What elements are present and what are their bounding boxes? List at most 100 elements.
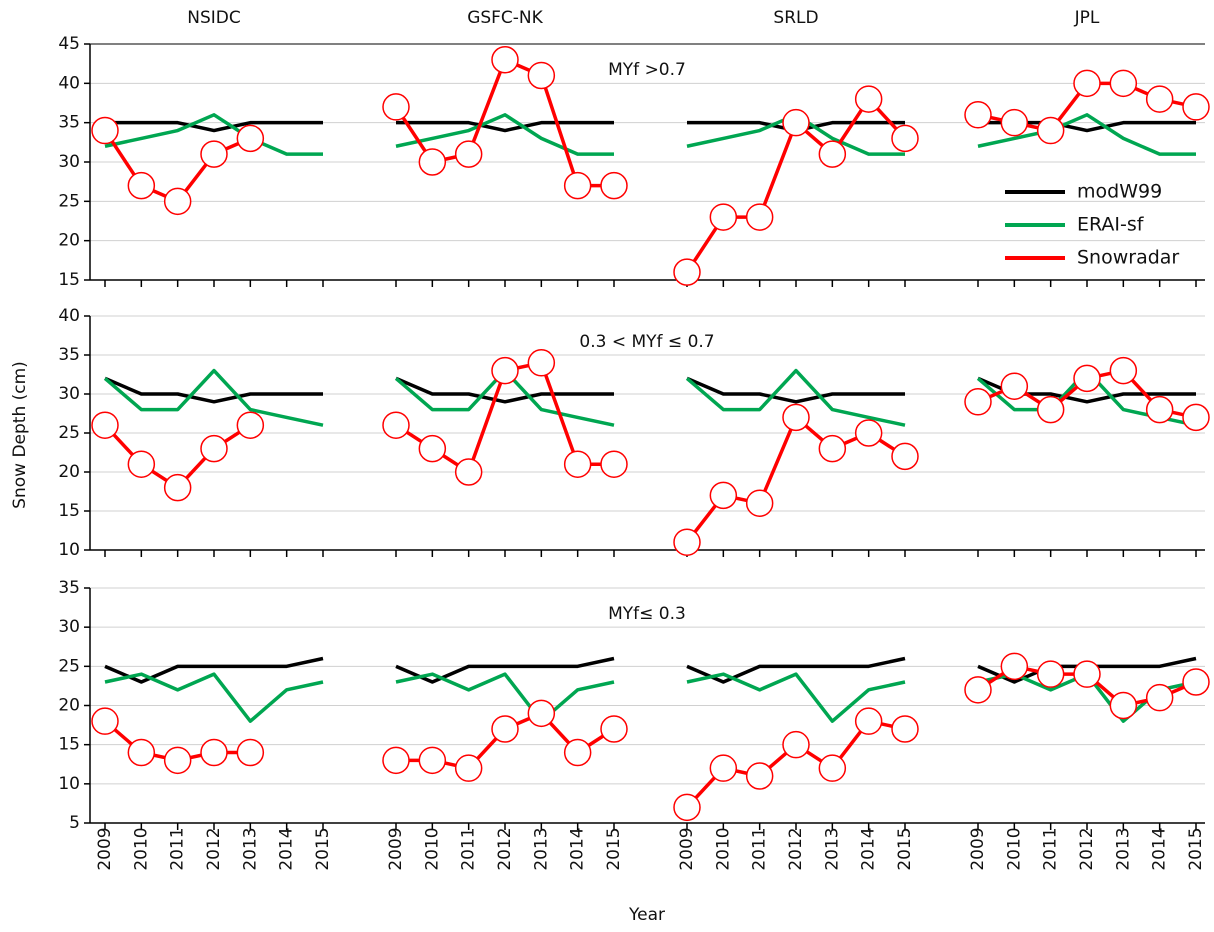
marker	[818, 434, 847, 463]
marker	[1182, 668, 1210, 696]
marker	[854, 419, 883, 447]
marker	[454, 140, 483, 168]
legend-label: ERAI-sf	[1077, 214, 1145, 236]
marker	[964, 101, 992, 129]
y-tick-label: 15	[58, 735, 80, 755]
x-tick-label: 2011	[168, 827, 188, 870]
marker	[1145, 395, 1174, 424]
x-tick-label: 2010	[1004, 827, 1024, 870]
marker	[745, 203, 774, 231]
marker	[491, 356, 519, 385]
series-line	[395, 656, 615, 684]
marker	[1073, 69, 1101, 98]
y-tick-label: 5	[69, 813, 80, 833]
x-tick-label: 2011	[1041, 827, 1061, 870]
marker	[418, 434, 447, 463]
series-line	[396, 120, 614, 133]
y-tick-label: 10	[58, 774, 80, 794]
marker	[1145, 683, 1174, 712]
series-line	[977, 113, 1196, 156]
marker	[709, 203, 738, 231]
x-tick-label: 2015	[313, 827, 333, 870]
marker	[127, 171, 156, 200]
marker	[491, 45, 519, 74]
marker	[454, 458, 483, 486]
x-tick-label: 2012	[495, 827, 515, 870]
legend-label: modW99	[1077, 181, 1162, 203]
legend-label: Snowradar	[1077, 247, 1179, 269]
x-tick-label: 2015	[1186, 827, 1206, 870]
marker	[818, 754, 847, 782]
series-line	[103, 368, 324, 427]
marker	[1036, 395, 1065, 424]
marker	[673, 793, 701, 822]
y-tick-label: 25	[58, 423, 80, 443]
y-tick-label: 35	[58, 345, 80, 365]
marker	[91, 707, 119, 735]
marker	[782, 403, 810, 432]
marker	[1036, 116, 1065, 145]
series-line	[104, 656, 324, 684]
marker	[491, 715, 519, 743]
annotation: 0.3 < MYf ≤ 0.7	[579, 332, 714, 352]
x-tick-label: 2012	[786, 827, 806, 870]
y-tick-label: 20	[58, 696, 80, 716]
x-tick-label: 2012	[1077, 827, 1097, 870]
marker	[709, 754, 738, 782]
marker	[891, 442, 919, 471]
marker	[236, 124, 265, 153]
series-line	[395, 113, 614, 156]
marker	[418, 746, 447, 775]
y-tick-label: 30	[58, 617, 80, 637]
series-line	[104, 672, 324, 723]
marker	[163, 187, 192, 216]
x-tick-label: 2015	[604, 827, 624, 870]
marker	[964, 388, 992, 416]
x-tick-label: 2014	[1150, 827, 1170, 870]
marker	[891, 715, 919, 743]
y-tick-label: 45	[58, 34, 80, 54]
marker	[600, 715, 628, 743]
x-tick-label: 2014	[277, 827, 297, 870]
marker	[91, 116, 119, 145]
x-tick-label: 2014	[568, 827, 588, 870]
marker	[527, 699, 556, 728]
marker	[454, 754, 483, 782]
marker	[163, 473, 192, 502]
marker	[745, 489, 774, 517]
marker	[127, 450, 156, 478]
marker	[673, 528, 701, 556]
y-tick-label: 35	[58, 578, 80, 598]
marker	[1036, 660, 1065, 688]
marker	[563, 738, 592, 767]
series-line	[395, 672, 615, 723]
marker	[854, 85, 883, 113]
marker	[1109, 356, 1138, 385]
marker	[745, 762, 774, 790]
marker	[236, 738, 265, 767]
series-line	[395, 376, 614, 404]
y-tick-label: 25	[58, 656, 80, 676]
x-tick-label: 2012	[204, 827, 224, 870]
x-tick-label: 2011	[750, 827, 770, 870]
x-tick-label: 2009	[95, 827, 115, 870]
y-tick-label: 20	[58, 231, 80, 251]
marker	[563, 450, 592, 478]
series-line	[686, 376, 905, 404]
series-line	[105, 120, 323, 133]
y-tick-label: 30	[58, 384, 80, 404]
x-tick-label: 2009	[386, 827, 406, 870]
series-line	[104, 376, 323, 404]
marker	[1073, 660, 1101, 688]
marker	[782, 108, 810, 137]
marker	[1109, 691, 1138, 720]
marker	[200, 738, 228, 767]
x-tick-label: 2013	[240, 827, 260, 870]
marker	[527, 61, 556, 90]
x-tick-label: 2013	[531, 827, 551, 870]
marker	[709, 481, 738, 510]
marker	[1000, 652, 1029, 681]
marker	[1073, 364, 1101, 393]
y-tick-label: 15	[58, 501, 80, 521]
